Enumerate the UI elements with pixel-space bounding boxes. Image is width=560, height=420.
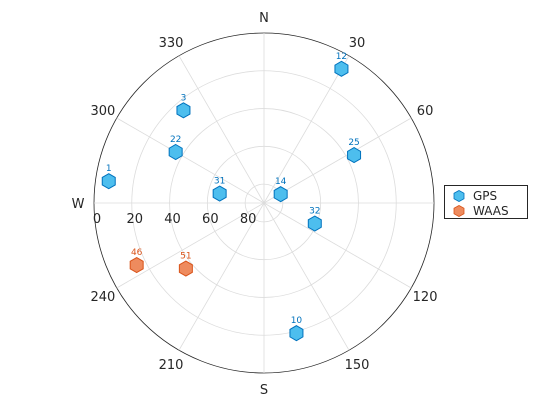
- azimuth-spoke: [263, 202, 350, 351]
- azimuth-tick-label: 60: [417, 104, 434, 119]
- azimuth-tick-label: 330: [159, 36, 184, 51]
- satellite-id-label: 10: [291, 316, 303, 326]
- satellite-id-label: 31: [214, 177, 225, 187]
- legend-label-gps: GPS: [473, 188, 498, 203]
- azimuth-tick-label: 150: [345, 358, 370, 373]
- azimuth-tick-label: 240: [91, 290, 116, 305]
- legend-entry-waas: WAAS: [445, 203, 527, 218]
- satellite-marker-gps: [212, 185, 227, 202]
- satellite-id-label: 46: [131, 248, 143, 258]
- satellite-marker-gps: [101, 173, 116, 190]
- satellite-marker-gps: [347, 147, 362, 164]
- legend-marker-waas: [445, 204, 473, 217]
- azimuth-spoke: [263, 55, 350, 204]
- elevation-tick-label: 40: [164, 212, 181, 227]
- elevation-tick-label: 80: [240, 212, 257, 227]
- satellite-marker-gps: [168, 143, 183, 161]
- legend-label-waas: WAAS: [473, 203, 509, 218]
- satellite-marker-gps: [289, 325, 304, 342]
- elevation-tick-label: 60: [202, 212, 219, 227]
- azimuth-spoke: [178, 202, 265, 351]
- legend: GPS WAAS: [444, 185, 528, 219]
- satellite-id-label: 12: [336, 52, 347, 62]
- azimuth-spoke: [178, 55, 265, 204]
- azimuth-spoke: [116, 117, 265, 204]
- azimuth-tick-label: W: [72, 197, 85, 212]
- satellite-marker-gps: [273, 186, 288, 203]
- satellite-id-label: 14: [275, 177, 287, 187]
- azimuth-tick-label: 210: [159, 358, 184, 373]
- azimuth-spoke: [116, 202, 265, 289]
- satellite-marker-waas: [129, 257, 144, 274]
- satellite-id-label: 25: [348, 138, 359, 148]
- azimuth-tick-label: N: [259, 11, 269, 26]
- satellite-marker-gps: [334, 60, 349, 77]
- satellite-id-label: 32: [309, 207, 320, 217]
- azimuth-spoke: [263, 117, 412, 204]
- satellite-marker-waas: [178, 260, 193, 277]
- satellite-id-label: 51: [180, 252, 191, 262]
- satellite-id-label: 1: [106, 164, 112, 174]
- legend-marker-gps: [445, 189, 473, 202]
- satellite-marker-gps: [176, 102, 191, 119]
- azimuth-tick-label: 300: [91, 104, 116, 119]
- elevation-tick-label: 20: [127, 212, 144, 227]
- azimuth-tick-label: 30: [349, 36, 366, 51]
- satellite-id-label: 3: [181, 93, 187, 103]
- azimuth-tick-label: 120: [413, 290, 438, 305]
- elevation-tick-label: 0: [93, 212, 101, 227]
- axis-labels: N3060E120150S210240W300330020406080: [72, 11, 455, 398]
- satellite-id-label: 22: [170, 135, 181, 145]
- satellite-points: 12 3 22 25 1 31 14 32 10 46 51: [101, 52, 362, 342]
- azimuth-tick-label: S: [260, 383, 268, 398]
- satellite-marker-gps: [307, 215, 322, 232]
- legend-entry-gps: GPS: [445, 188, 527, 203]
- polar-grid: [93, 32, 435, 374]
- azimuth-spoke: [263, 202, 412, 289]
